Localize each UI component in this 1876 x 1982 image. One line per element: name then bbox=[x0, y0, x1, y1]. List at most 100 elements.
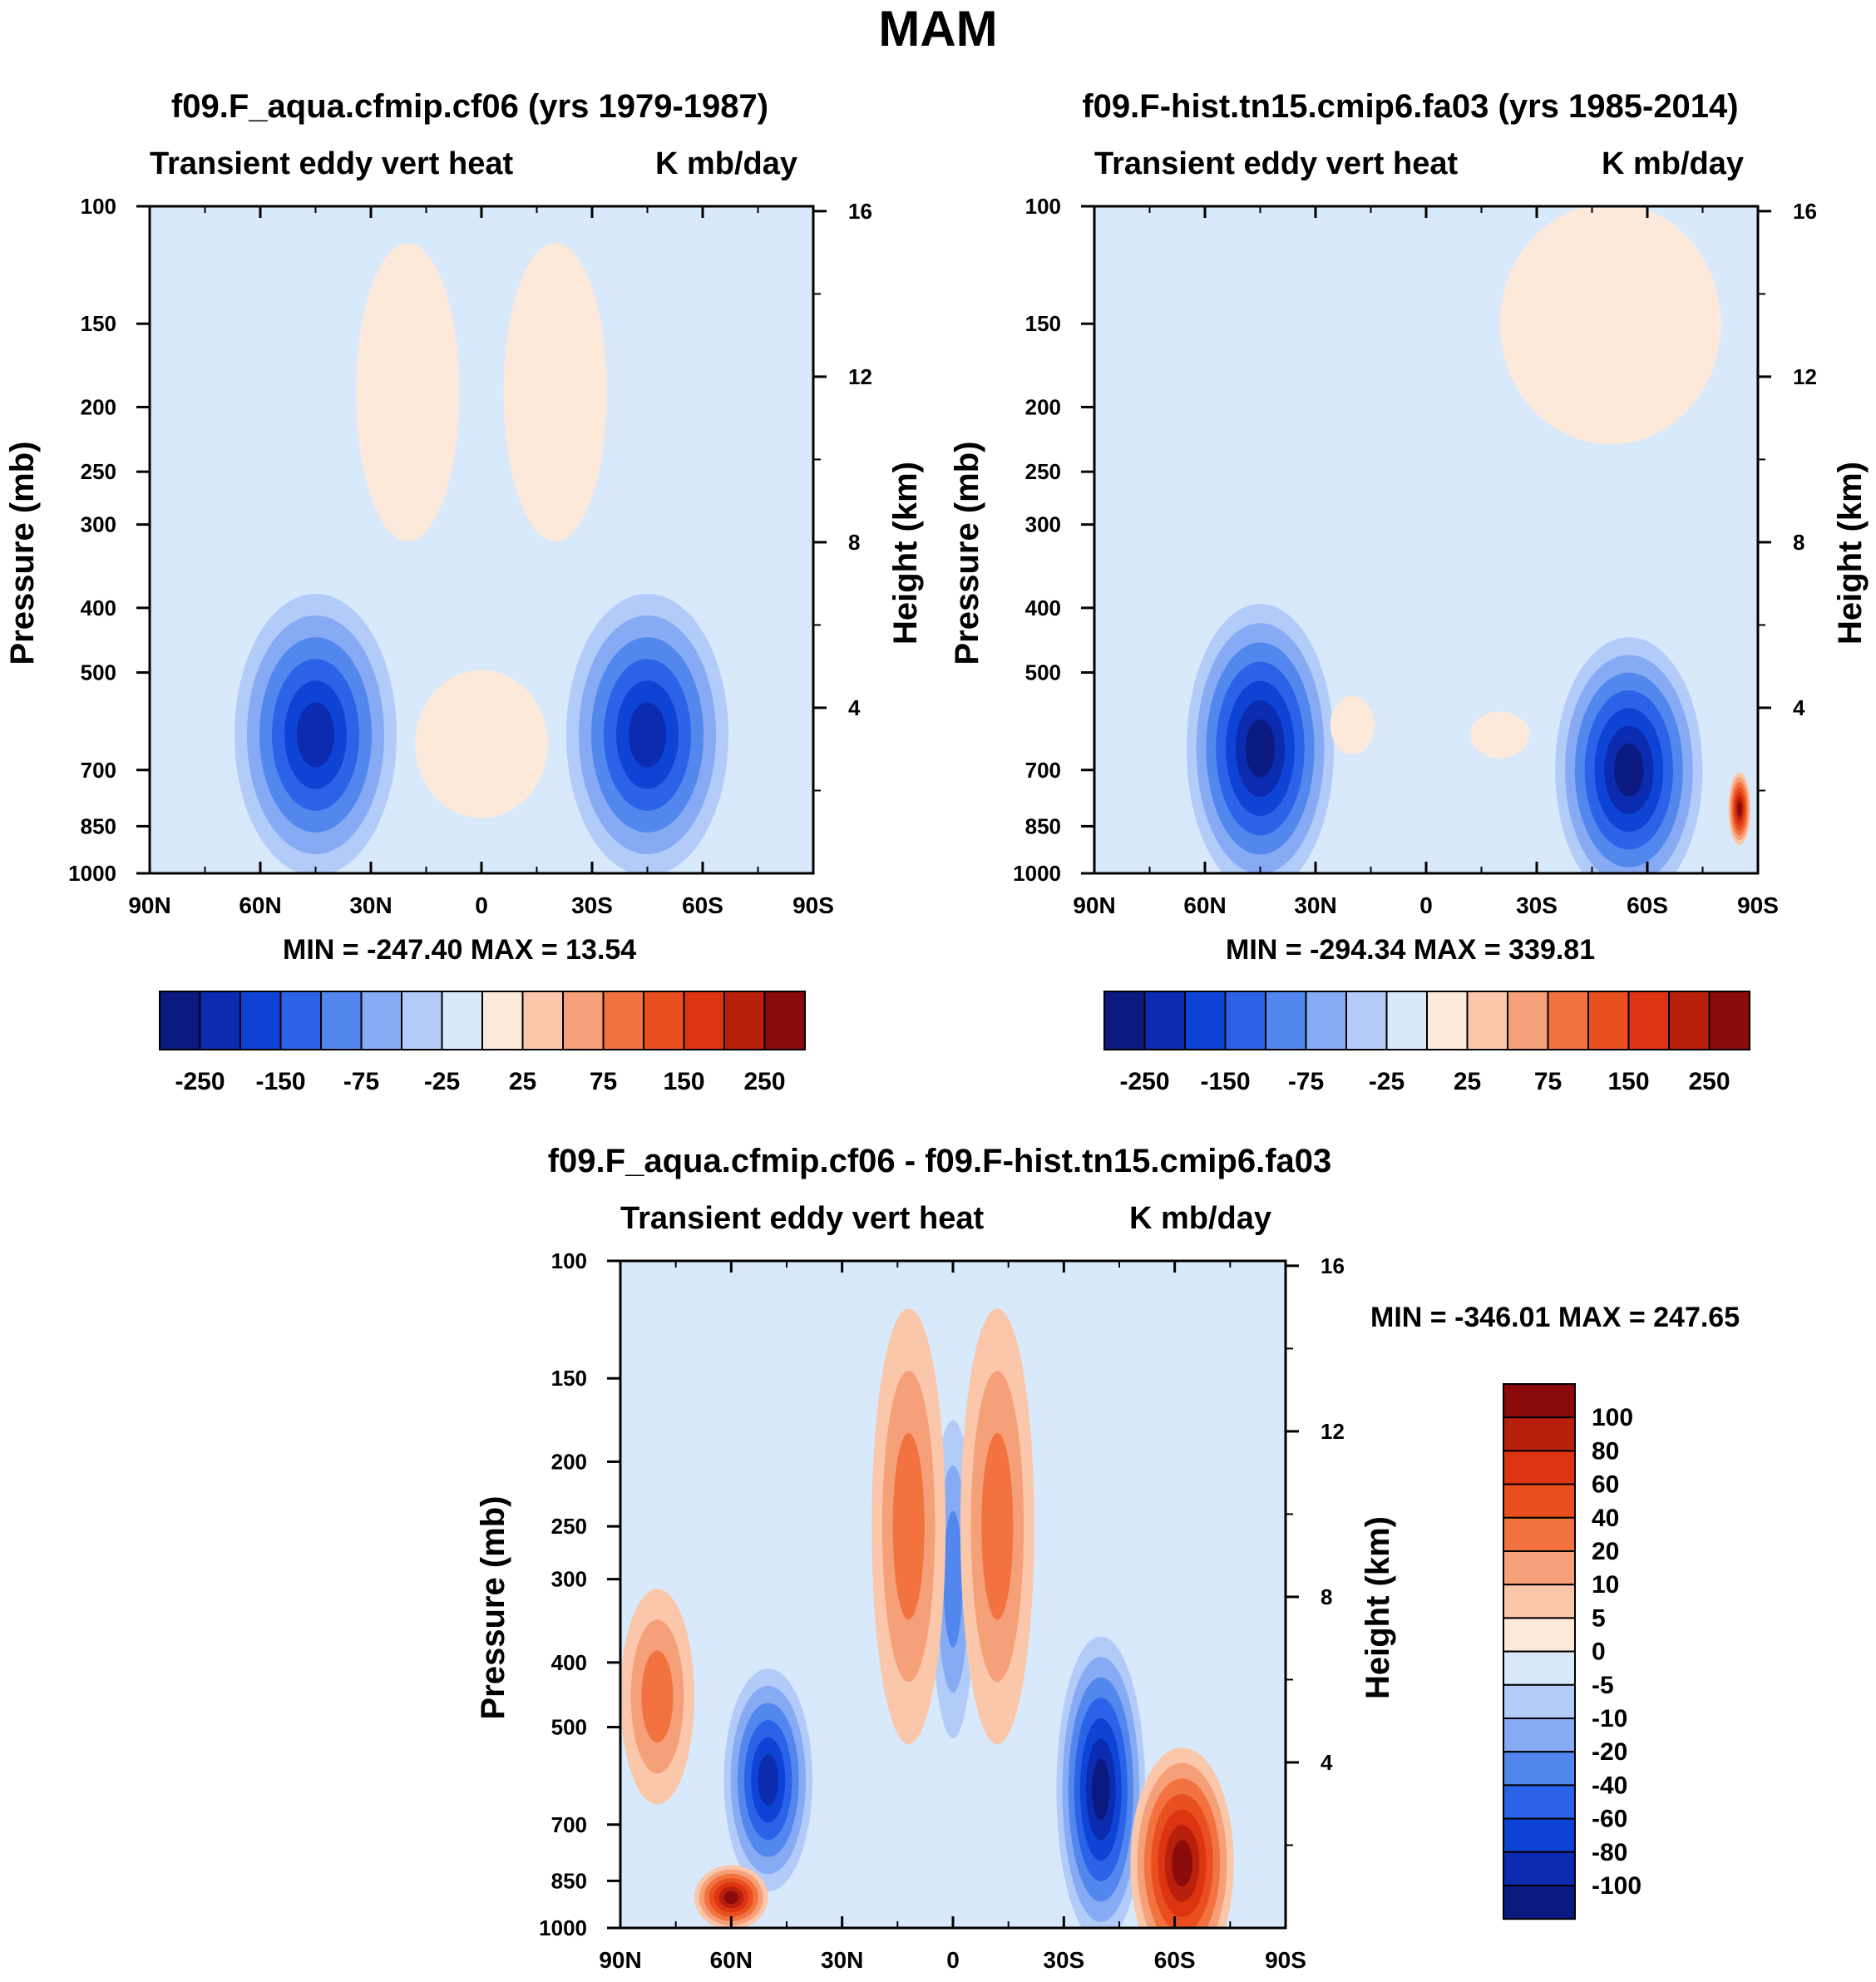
right-x-axis: 90N 60N 30N 0 30S 60S 90S bbox=[1073, 206, 1779, 918]
colorbar-swatch bbox=[1503, 1516, 1576, 1553]
left-feature-3 bbox=[356, 243, 460, 541]
colorbar-label: 5 bbox=[1592, 1604, 1606, 1632]
left-x-tick-label: 30N bbox=[349, 892, 392, 918]
diff-y-tick-label: 300 bbox=[551, 1567, 587, 1592]
diff-contour-field bbox=[620, 1261, 1286, 1928]
colorbar-swatch bbox=[239, 991, 282, 1050]
colorbar-swatch bbox=[1305, 991, 1347, 1050]
diff-contour-level bbox=[943, 1510, 963, 1648]
diff-x-tick-label: 60N bbox=[710, 1947, 753, 1973]
colorbar-label: -250 bbox=[1119, 1068, 1169, 1095]
right-y-axis-label: Pressure (mb) bbox=[949, 442, 985, 665]
right-y2-tick-label: 8 bbox=[1793, 530, 1804, 555]
diff-y2-tick-label: 4 bbox=[1321, 1750, 1333, 1775]
left-x-tick-label: 0 bbox=[475, 892, 488, 918]
left-y-tick-label: 700 bbox=[81, 758, 116, 783]
right-feature-1 bbox=[1555, 637, 1703, 873]
diff-variable-label: Transient eddy vert heat bbox=[620, 1201, 985, 1236]
right-x-tick-label: 90N bbox=[1073, 892, 1115, 918]
right-y-tick-label: 850 bbox=[1025, 813, 1061, 838]
left-colorbar: -250 -150 -75 -25 25 75 150 250 bbox=[159, 991, 806, 1095]
diff-x-tick-label: 90N bbox=[599, 1947, 641, 1973]
colorbar-swatch bbox=[1503, 1650, 1576, 1686]
right-y2-tick-label: 16 bbox=[1793, 199, 1817, 224]
right-y2-tick-label: 12 bbox=[1793, 364, 1817, 389]
right-x-tick-label: 0 bbox=[1419, 892, 1433, 918]
colorbar-label: 250 bbox=[1688, 1068, 1730, 1095]
left-y2-tick-label: 4 bbox=[848, 695, 861, 720]
left-panel-title: f09.F_aqua.cfmip.cf06 (yrs 1979-1987) bbox=[170, 88, 769, 125]
left-y-tick-label: 250 bbox=[81, 459, 116, 484]
left-y-axis-label: Pressure (mb) bbox=[4, 442, 41, 665]
diff-y-axis-label: Pressure (mb) bbox=[475, 1496, 511, 1720]
right-y2-axis-label: Height (km) bbox=[1832, 462, 1869, 645]
colorbar-label: -75 bbox=[1288, 1068, 1324, 1095]
colorbar-swatch bbox=[1426, 991, 1469, 1050]
colorbar-label: 20 bbox=[1592, 1538, 1619, 1565]
right-feature-5 bbox=[1728, 772, 1751, 846]
diff-x-tick-label: 30N bbox=[821, 1947, 863, 1973]
left-feature-1 bbox=[565, 594, 729, 873]
right-y-tick-label: 500 bbox=[1025, 660, 1061, 685]
left-contour-level bbox=[459, 441, 504, 568]
colorbar-swatch bbox=[1503, 1885, 1576, 1920]
colorbar-label: -20 bbox=[1592, 1738, 1627, 1766]
diff-feature-5 bbox=[620, 1589, 694, 1805]
left-units-label: K mb/day bbox=[655, 146, 798, 181]
left-y-axis: 100 150 200 250 300 400 500 700 850 1000 bbox=[68, 194, 150, 886]
colorbar-label: 150 bbox=[663, 1068, 704, 1095]
left-y2-axis: 16 12 8 4 bbox=[813, 199, 872, 792]
right-y2-tick-label: 4 bbox=[1793, 695, 1805, 720]
left-x-tick-label: 60N bbox=[239, 892, 281, 918]
colorbar-swatch bbox=[723, 991, 766, 1050]
right-contour-level bbox=[1499, 206, 1721, 445]
colorbar-swatch bbox=[643, 991, 685, 1050]
right-units-label: K mb/day bbox=[1602, 146, 1745, 181]
right-y-tick-label: 700 bbox=[1025, 758, 1061, 783]
left-x-axis: 90N 60N 30N 0 30S 60S 90S bbox=[128, 206, 834, 918]
left-y2-tick-label: 16 bbox=[848, 199, 872, 224]
colorbar-swatch bbox=[1265, 991, 1307, 1050]
colorbar-label: -150 bbox=[255, 1068, 305, 1095]
diff-units-label: K mb/day bbox=[1129, 1201, 1272, 1236]
right-x-tick-label: 30N bbox=[1294, 892, 1336, 918]
right-feature-3 bbox=[1470, 711, 1530, 759]
colorbar-label: -10 bbox=[1592, 1705, 1627, 1732]
colorbar-label: -75 bbox=[343, 1068, 379, 1095]
colorbar-swatch bbox=[1385, 991, 1428, 1050]
right-y-tick-label: 300 bbox=[1025, 512, 1061, 537]
diff-x-axis: 90N 60N 30N 0 30S 60S 90S bbox=[599, 1261, 1306, 1973]
left-x-tick-label: 30S bbox=[571, 892, 613, 918]
colorbar-label: 0 bbox=[1592, 1638, 1606, 1666]
diff-contour-level bbox=[981, 1432, 1014, 1620]
right-x-tick-label: 90S bbox=[1737, 892, 1779, 918]
colorbar-swatch bbox=[1503, 1851, 1576, 1887]
colorbar-label: 250 bbox=[743, 1068, 785, 1095]
right-feature-2 bbox=[1330, 696, 1375, 755]
diff-y-tick-label: 1000 bbox=[539, 1915, 587, 1940]
diff-feature-1 bbox=[1056, 1636, 1146, 1928]
diff-panel-title: f09.F_aqua.cfmip.cf06 - f09.F-hist.tn15.… bbox=[547, 1143, 1332, 1179]
colorbar-swatch bbox=[199, 991, 241, 1050]
right-panel-title: f09.F-hist.tn15.cmip6.fa03 (yrs 1985-201… bbox=[1082, 88, 1739, 125]
colorbar-swatch bbox=[1668, 991, 1711, 1050]
left-x-tick-label: 90N bbox=[128, 892, 170, 918]
colorbar-swatch bbox=[1224, 991, 1266, 1050]
right-feature-4 bbox=[1499, 206, 1721, 445]
right-contour-level bbox=[1245, 719, 1276, 778]
right-y-axis: 100 150 200 250 300 400 500 700 850 1000 bbox=[1013, 194, 1094, 886]
diff-y-tick-label: 150 bbox=[551, 1366, 587, 1391]
left-y-tick-label: 200 bbox=[81, 394, 116, 419]
colorbar-swatch bbox=[1345, 991, 1388, 1050]
diff-y-tick-label: 100 bbox=[551, 1248, 587, 1273]
diff-contour-level bbox=[892, 1432, 925, 1620]
colorbar-swatch bbox=[1503, 1718, 1576, 1753]
left-y2-tick-label: 12 bbox=[848, 364, 872, 389]
diff-contour-level bbox=[1092, 1758, 1110, 1821]
right-panel: 90N 60N 30N 0 30S 60S 90S 100 150 200 250 300 400 500… bbox=[949, 194, 1869, 918]
left-panel: 90N 60N 30N 0 30S 60S 90S 100 150 200 250 300 400 500… bbox=[4, 194, 924, 918]
right-y2-axis: 16 12 8 4 bbox=[1758, 199, 1817, 792]
diff-x-tick-label: 0 bbox=[946, 1947, 960, 1973]
right-variable-label: Transient eddy vert heat bbox=[1094, 146, 1459, 181]
